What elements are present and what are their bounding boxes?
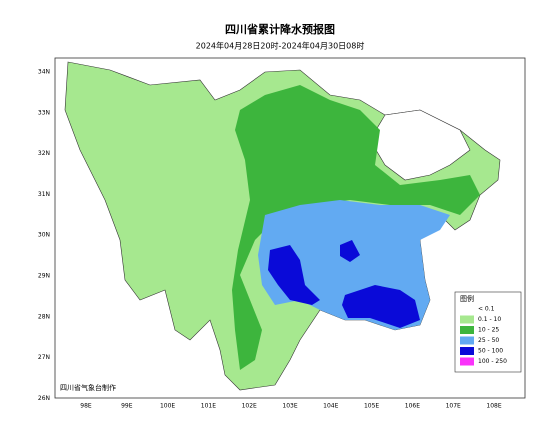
lon-label: 107E bbox=[446, 403, 461, 410]
rainstorm-area-3 bbox=[342, 285, 420, 328]
no-rain-area bbox=[369, 109, 471, 181]
legend-label: 10 - 25 bbox=[478, 327, 499, 334]
legend-swatch bbox=[460, 336, 474, 345]
legend-swatch bbox=[460, 326, 474, 334]
credit: 四川省气象台制作 bbox=[60, 383, 116, 392]
lon-label: 104E bbox=[323, 403, 338, 410]
moderate-rain-area bbox=[232, 85, 480, 370]
lon-labels: 98E 99E 100E 101E 102E 103E 104E 105E 106E 107E 10… bbox=[80, 403, 502, 410]
legend-label: 0.1 - 10 bbox=[478, 316, 501, 323]
lat-label: 26N bbox=[38, 395, 50, 402]
lon-label: 99E bbox=[121, 403, 133, 410]
lat-label: 27N bbox=[38, 354, 50, 361]
lon-label: 108E bbox=[486, 403, 501, 410]
legend-swatch bbox=[460, 315, 474, 324]
legend-label: 50 - 100 bbox=[478, 348, 503, 355]
rainstorm-area-1 bbox=[268, 245, 320, 305]
legend: 图例 < 0.1 0.1 - 10 10 - 25 25 - 50 50 - 100 10… bbox=[454, 291, 522, 373]
lat-labels: 34N 33N 32N 31N 30N 29N 28N 27N 26N bbox=[38, 69, 50, 402]
subtitle: 2024年04月28日20时-2024年04月30日08时 bbox=[196, 41, 365, 51]
rainstorm-area-2 bbox=[340, 240, 360, 262]
lat-label: 33N bbox=[38, 109, 50, 116]
lon-label: 98E bbox=[80, 403, 92, 410]
lat-label: 31N bbox=[38, 191, 50, 198]
title: 四川省累计降水预报图 bbox=[225, 22, 335, 36]
legend-label: 100 - 250 bbox=[478, 358, 507, 365]
legend-title: 图例 bbox=[460, 294, 474, 303]
legend-swatch bbox=[460, 347, 474, 355]
legend-items: < 0.1 0.1 - 10 10 - 25 25 - 50 50 - 100 100 -… bbox=[459, 304, 507, 366]
legend-swatch bbox=[460, 357, 474, 366]
lon-label: 105E bbox=[364, 403, 379, 410]
lat-label: 32N bbox=[38, 150, 50, 157]
lon-label: 106E bbox=[405, 403, 420, 410]
lat-label: 34N bbox=[38, 69, 50, 76]
lon-label: 100E bbox=[160, 403, 175, 410]
legend-label: 25 - 50 bbox=[478, 337, 499, 344]
lon-label: 101E bbox=[201, 403, 216, 410]
map-regions bbox=[64, 61, 501, 391]
lat-label: 29N bbox=[38, 273, 50, 280]
lat-label: 28N bbox=[38, 313, 50, 320]
lon-label: 103E bbox=[282, 403, 297, 410]
lon-label: 102E bbox=[242, 403, 257, 410]
lat-label: 30N bbox=[38, 232, 50, 239]
legend-swatch bbox=[459, 304, 475, 314]
legend-label: < 0.1 bbox=[478, 306, 495, 313]
